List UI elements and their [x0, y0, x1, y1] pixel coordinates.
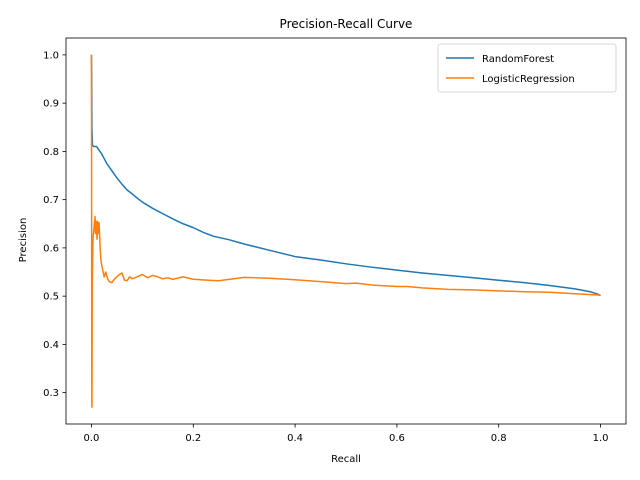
legend-box [437, 43, 617, 93]
y-axis: 0.3 0.4 0.5 0.6 0.7 0.8 0.9 1.0 [43, 50, 66, 399]
x-axis-label: Recall [331, 454, 361, 465]
y-tick-label: 1.0 [43, 50, 59, 61]
x-tick-label: 0.2 [185, 433, 201, 444]
legend-label: LogisticRegression [482, 74, 575, 85]
legend: RandomForest LogisticRegression [437, 43, 617, 93]
legend-label: RandomForest [482, 54, 554, 65]
series-line-randomforest [90, 54, 601, 297]
y-tick-label: 0.9 [43, 99, 59, 110]
y-tick-label: 0.6 [43, 243, 59, 254]
y-tick-label: 0.7 [43, 195, 59, 206]
y-axis-label: Precision [18, 218, 29, 263]
x-tick-label: 0.6 [389, 433, 405, 444]
series-line-logisticregression [90, 54, 601, 408]
plot-background [66, 38, 626, 424]
x-tick-label: 1.0 [593, 433, 609, 444]
y-tick-label: 0.8 [43, 147, 59, 158]
y-tick-label: 0.3 [43, 388, 59, 399]
x-tick-label: 0.8 [491, 433, 507, 444]
chart-title: Precision-Recall Curve [280, 17, 413, 31]
axes-frame [65, 37, 627, 425]
x-tick-label: 0.4 [287, 433, 303, 444]
x-axis: 0.0 0.2 0.4 0.6 0.8 1.0 [84, 424, 609, 444]
x-tick-label: 0.0 [84, 433, 100, 444]
y-tick-label: 0.5 [43, 292, 59, 303]
plot-area [65, 37, 627, 425]
y-tick-label: 0.4 [43, 340, 59, 351]
